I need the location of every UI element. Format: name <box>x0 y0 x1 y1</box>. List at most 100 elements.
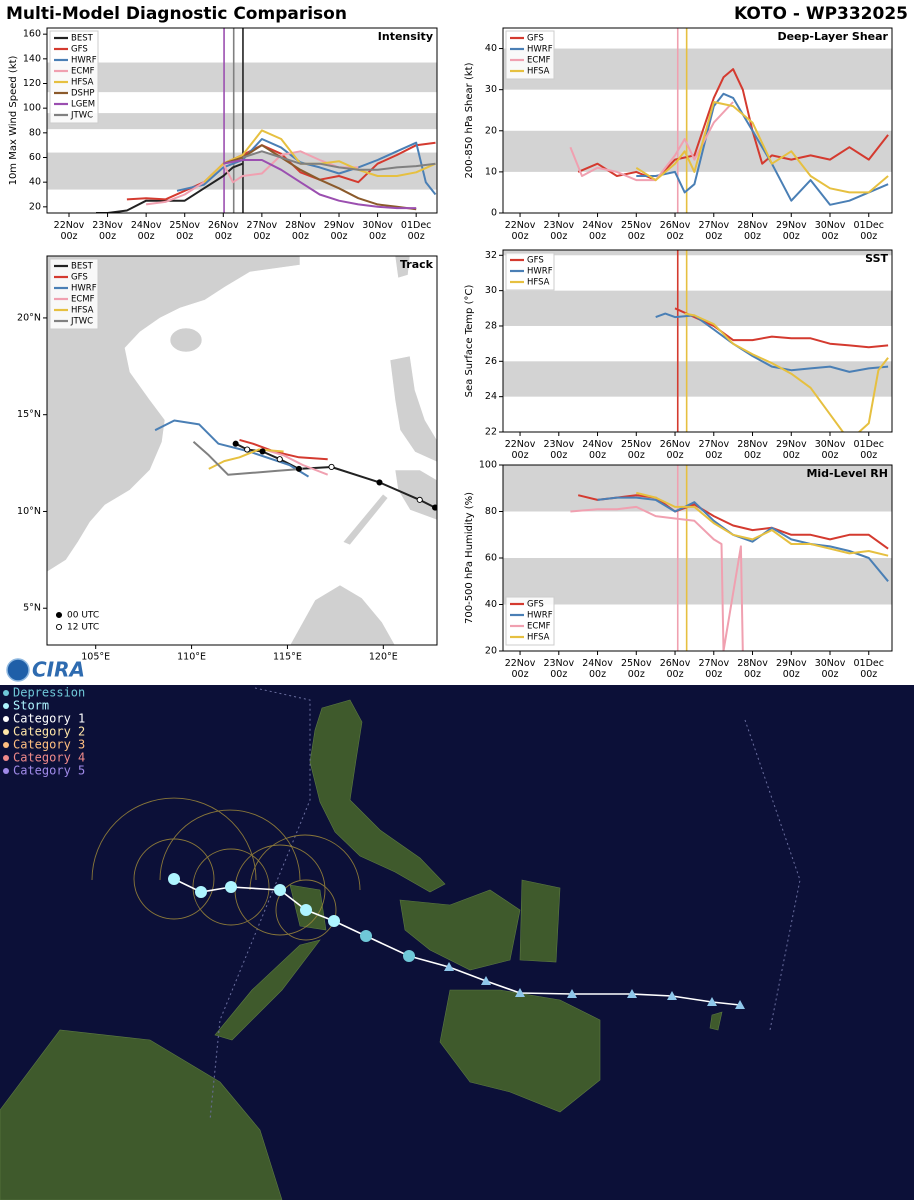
series-line <box>126 141 436 201</box>
legend-label: Category 4 <box>13 751 85 765</box>
legend-label: BEST <box>71 262 94 272</box>
legend-label: HFSA <box>527 633 550 643</box>
plot-area <box>47 28 437 213</box>
band <box>503 558 892 605</box>
panel-title: SST <box>865 252 888 265</box>
x-tick-label: 30Nov 00z <box>815 658 846 680</box>
legend-label: GFS <box>71 45 88 55</box>
band <box>47 62 437 93</box>
x-tick-label: 30Nov 00z <box>815 439 846 461</box>
time-marker <box>376 479 383 486</box>
x-tick-label: 01Dec 00z <box>854 658 884 680</box>
legend-label: GFS <box>527 34 544 44</box>
y-tick-label: 20°N <box>17 312 41 323</box>
y-tick-label: 32 <box>485 250 497 261</box>
plot-area <box>503 28 892 213</box>
x-tick-label: 25Nov 00z <box>621 220 652 242</box>
y-tick-label: 20 <box>485 646 497 657</box>
marker-legend-label: 12 UTC <box>67 623 99 633</box>
band <box>503 250 892 256</box>
series-line <box>674 307 889 349</box>
x-tick-label: 30Nov 00z <box>815 220 846 242</box>
boundary-lines <box>209 687 801 1121</box>
series-line <box>570 505 744 651</box>
legend-label: Depression <box>13 686 85 700</box>
y-tick-label: 100 <box>479 460 497 471</box>
y-tick-label: 5°N <box>23 603 41 614</box>
time-marker <box>276 456 283 463</box>
x-tick-label: 27Nov 00z <box>698 439 729 461</box>
y-tick-label: 30 <box>485 84 497 95</box>
series-line <box>577 68 889 182</box>
legend-label: HWRF <box>527 267 553 277</box>
plot-frame <box>502 27 893 214</box>
time-marker <box>295 465 302 472</box>
band <box>503 48 892 90</box>
series-line <box>636 491 889 557</box>
y-tick-label: 40 <box>485 599 497 610</box>
series-line <box>684 312 889 432</box>
x-tick-label: 30Nov 00z <box>362 220 393 242</box>
legend-label: DSHP <box>71 89 94 99</box>
y-tick-label: 60 <box>485 553 497 564</box>
series-line <box>208 448 284 470</box>
series-line <box>154 419 310 478</box>
plot-frame <box>502 249 893 433</box>
legend-dot <box>3 768 9 774</box>
legend-dot <box>3 716 9 722</box>
legend-label: HWRF <box>71 56 97 66</box>
plot-area <box>503 465 892 651</box>
y-tick-label: 10°N <box>17 506 41 517</box>
legend-label: Category 2 <box>13 725 85 739</box>
x-tick-label: 01Dec 00z <box>854 439 884 461</box>
time-marker <box>416 496 423 503</box>
legend-label: GFS <box>527 600 544 610</box>
y-tick-label: 80 <box>29 127 41 138</box>
panel-title: Mid-Level RH <box>806 467 888 480</box>
band <box>503 465 892 512</box>
x-tick-label: 25Nov 00z <box>621 658 652 680</box>
legend-label: ECMF <box>527 622 551 632</box>
legend-dot <box>3 755 9 761</box>
time-marker <box>432 504 437 511</box>
x-tick-label: 26Nov 00z <box>660 439 691 461</box>
marker-legend-symbol <box>55 623 63 631</box>
legend-label: Category 1 <box>13 712 85 726</box>
x-tick-label: 23Nov 00z <box>543 439 574 461</box>
y-tick-label: 80 <box>485 506 497 517</box>
series-line <box>264 448 329 476</box>
x-tick-label: 26Nov 00z <box>208 220 239 242</box>
x-tick-label: 24Nov 00z <box>582 220 613 242</box>
cira-logo: CIRA <box>32 658 85 682</box>
y-tick-label: 40 <box>29 177 41 188</box>
legend-label: LGEM <box>71 100 95 110</box>
y-tick-label: 24 <box>485 391 497 402</box>
x-tick-label: 29Nov 00z <box>776 658 807 680</box>
legend-dot <box>3 742 9 748</box>
x-tick-label: 25Nov 00z <box>169 220 200 242</box>
legend-dot <box>3 690 9 696</box>
y-tick-label: 10 <box>485 166 497 177</box>
y-tick-label: 160 <box>23 29 41 40</box>
legend-box <box>49 258 99 330</box>
series-line <box>655 312 889 373</box>
x-tick-label: 120°E <box>369 652 398 663</box>
y-axis-label: 200-850 hPa Shear (kt) <box>464 62 475 178</box>
panel-title: Track <box>400 258 434 271</box>
legend-label: GFS <box>527 256 544 266</box>
band <box>503 290 892 326</box>
y-tick-label: 30 <box>485 285 497 296</box>
y-tick-label: 140 <box>23 53 41 64</box>
x-tick-label: 27Nov 00z <box>698 220 729 242</box>
legend-label: HWRF <box>71 284 97 294</box>
x-tick-label: 29Nov 00z <box>776 439 807 461</box>
plot-frame <box>46 255 438 646</box>
band <box>47 113 437 130</box>
series-line <box>242 150 436 171</box>
legend-label: HFSA <box>527 278 550 288</box>
x-tick-label: 23Nov 00z <box>92 220 123 242</box>
x-tick-label: 24Nov 00z <box>131 220 162 242</box>
legend-label: GFS <box>71 273 88 283</box>
time-marker <box>232 440 239 447</box>
time-marker <box>244 446 251 453</box>
